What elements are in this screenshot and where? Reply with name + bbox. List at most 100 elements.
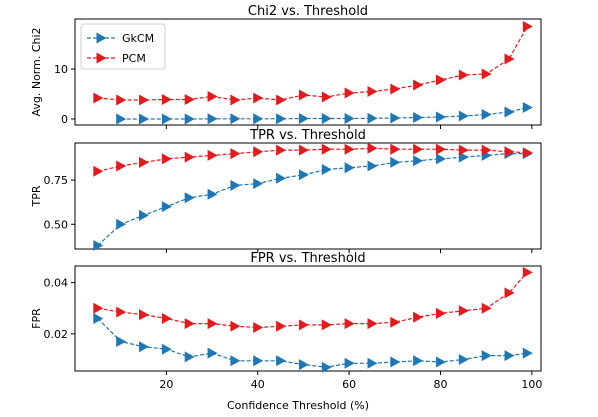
data-point-gkcm — [139, 341, 149, 353]
data-point-gkcm — [230, 113, 241, 125]
x-axis-label: Confidence Threshold (%) — [227, 399, 369, 412]
x-tick-label: 100 — [521, 378, 542, 391]
data-point-gkcm — [390, 156, 401, 168]
data-point-gkcm — [184, 192, 195, 204]
data-point-gkcm — [458, 110, 469, 122]
data-point-gkcm — [253, 355, 264, 367]
data-point-pcm — [230, 320, 241, 332]
data-point-pcm — [522, 147, 533, 159]
legend-marker — [96, 52, 107, 64]
plot-frame — [74, 142, 542, 250]
data-point-pcm — [321, 319, 332, 331]
data-point-pcm — [367, 318, 378, 330]
data-point-gkcm — [184, 113, 195, 125]
data-point-gkcm — [93, 313, 104, 324]
panel-3: FPR vs. Threshold 0.02 0.04 20 40 60 80 100 FPR — [30, 251, 542, 391]
data-point-pcm — [93, 165, 104, 177]
data-point-pcm — [230, 94, 241, 106]
data-point-gkcm — [367, 112, 378, 124]
data-point-gkcm — [298, 113, 309, 124]
y-tick-label: 0 — [61, 113, 68, 126]
data-point-gkcm — [367, 357, 378, 369]
data-point-gkcm — [298, 359, 309, 371]
data-point-pcm — [116, 160, 127, 172]
y-axis-label: FPR — [30, 308, 43, 329]
data-point-gkcm — [207, 113, 218, 125]
legend-label: GkCM — [122, 32, 154, 45]
data-point-pcm — [207, 91, 218, 102]
data-point-pcm — [207, 318, 218, 330]
data-point-gkcm — [161, 343, 172, 355]
data-point-pcm — [298, 319, 309, 331]
data-point-pcm — [413, 143, 424, 155]
data-point-pcm — [184, 94, 195, 105]
data-point-gkcm — [481, 350, 492, 362]
data-point-gkcm — [390, 112, 401, 124]
data-point-pcm — [253, 92, 264, 104]
data-point-pcm — [93, 92, 104, 104]
data-point-gkcm — [413, 112, 424, 123]
data-point-gkcm — [436, 356, 446, 368]
data-point-pcm — [481, 302, 492, 314]
data-point-gkcm — [321, 361, 332, 373]
data-point-gkcm — [436, 153, 446, 165]
data-point-gkcm — [458, 354, 469, 365]
data-point-pcm — [207, 149, 218, 161]
legend: GkCM PCM — [80, 23, 166, 70]
data-point-pcm — [367, 142, 378, 154]
data-point-pcm — [504, 146, 515, 158]
x-tick-label: 80 — [433, 378, 447, 391]
legend-label: PCM — [122, 52, 146, 65]
data-point-pcm — [161, 313, 172, 324]
data-point-pcm — [139, 156, 149, 168]
data-point-pcm — [276, 320, 287, 332]
data-point-gkcm — [116, 336, 127, 347]
data-point-pcm — [367, 86, 378, 97]
plot-frame — [74, 265, 542, 372]
data-point-pcm — [344, 143, 355, 155]
data-point-gkcm — [298, 169, 309, 181]
data-point-pcm — [139, 309, 149, 321]
data-point-gkcm — [276, 172, 287, 184]
data-point-pcm — [504, 287, 515, 299]
y-axis-label: Avg. Norm. Chi2 — [30, 27, 43, 116]
data-point-pcm — [436, 143, 446, 155]
data-point-pcm — [321, 91, 332, 103]
data-point-pcm — [116, 306, 127, 318]
x-tick-label: 40 — [251, 378, 265, 391]
data-point-pcm — [344, 87, 355, 99]
data-point-pcm — [522, 21, 533, 32]
data-point-gkcm — [184, 351, 195, 363]
data-point-gkcm — [344, 357, 355, 369]
plot-frame — [74, 18, 542, 126]
data-point-gkcm — [230, 179, 241, 191]
data-point-pcm — [139, 94, 149, 106]
data-point-gkcm — [413, 155, 424, 167]
y-tick-label: 0.75 — [44, 174, 69, 187]
data-point-pcm — [161, 153, 172, 165]
data-point-gkcm — [161, 201, 172, 213]
y-tick-label: 0.50 — [44, 218, 69, 231]
data-point-gkcm — [253, 113, 264, 125]
data-point-pcm — [344, 318, 355, 330]
data-point-pcm — [504, 53, 515, 65]
data-point-pcm — [116, 94, 127, 106]
legend-marker — [96, 32, 107, 44]
data-point-pcm — [436, 74, 446, 86]
data-point-gkcm — [321, 113, 332, 124]
data-point-pcm — [253, 146, 264, 158]
data-point-gkcm — [413, 355, 424, 367]
data-point-gkcm — [436, 111, 446, 123]
panel-title: TPR vs. Threshold — [249, 128, 366, 143]
data-point-pcm — [230, 148, 241, 160]
data-point-gkcm — [344, 113, 355, 124]
data-point-gkcm — [116, 113, 127, 125]
data-point-pcm — [161, 94, 172, 105]
data-point-pcm — [413, 311, 424, 323]
data-point-gkcm — [207, 347, 218, 359]
panel-title: FPR vs. Threshold — [250, 251, 365, 266]
data-point-pcm — [390, 83, 401, 95]
data-point-gkcm — [504, 106, 515, 118]
